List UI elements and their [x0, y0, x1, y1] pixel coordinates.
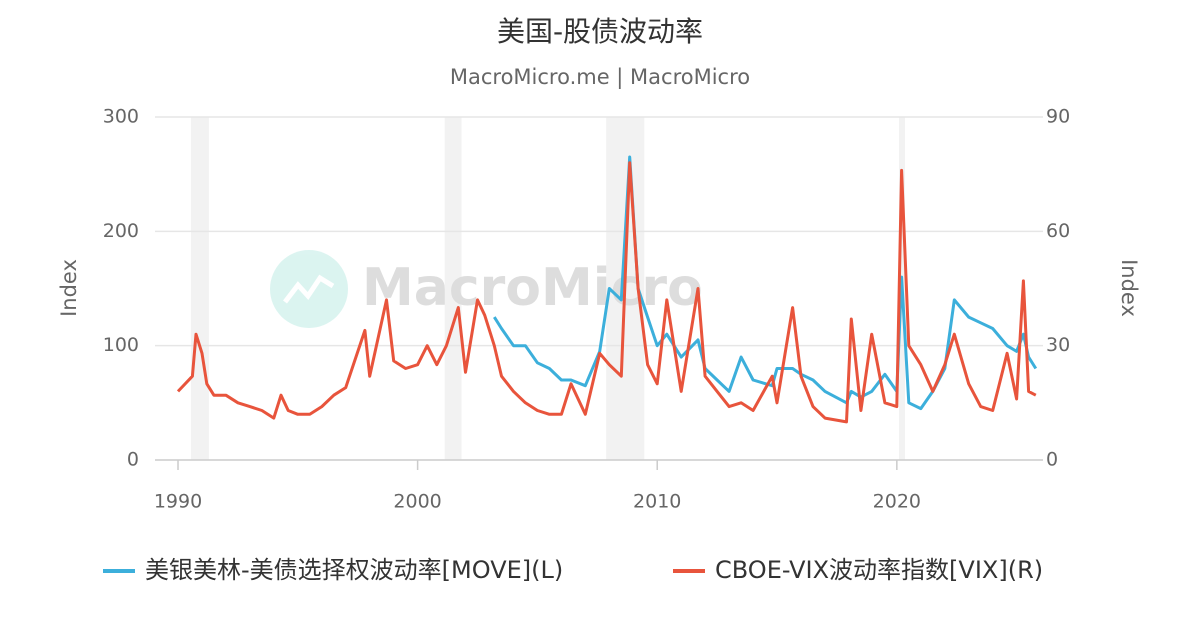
series-line: [493, 155, 1038, 411]
y2-tick-label: 0: [1046, 449, 1058, 471]
y-tick-label: 200: [103, 220, 139, 242]
recession-band: [444, 117, 462, 460]
y-axis-label: Index: [57, 259, 81, 317]
y2-axis-label: Index: [1117, 259, 1141, 317]
y-tick-label: 100: [103, 334, 139, 356]
x-tick-label: 2010: [633, 491, 681, 513]
x-tick-label: 2000: [393, 491, 441, 513]
chart-title: 美国-股债波动率: [497, 15, 703, 48]
y-tick-label: 300: [103, 106, 139, 128]
recession-band: [190, 117, 209, 460]
y2-tick-label: 60: [1046, 220, 1070, 242]
watermark: MacroMicro: [362, 258, 703, 318]
y-tick-label: 0: [127, 449, 139, 471]
x-tick-label: 1990: [154, 491, 202, 513]
x-tick-label: 2020: [873, 491, 921, 513]
chart-subtitle: MacroMicro.me | MacroMicro: [450, 65, 750, 90]
watermark-logo: [270, 250, 348, 328]
y2-tick-label: 30: [1046, 334, 1070, 356]
legend-label: 美银美林-美债选择权波动率[MOVE](L): [145, 556, 563, 584]
y2-tick-label: 90: [1046, 106, 1070, 128]
series-line: [176, 161, 1037, 424]
legend-label: CBOE-VIX波动率指数[VIX](R): [715, 556, 1043, 584]
